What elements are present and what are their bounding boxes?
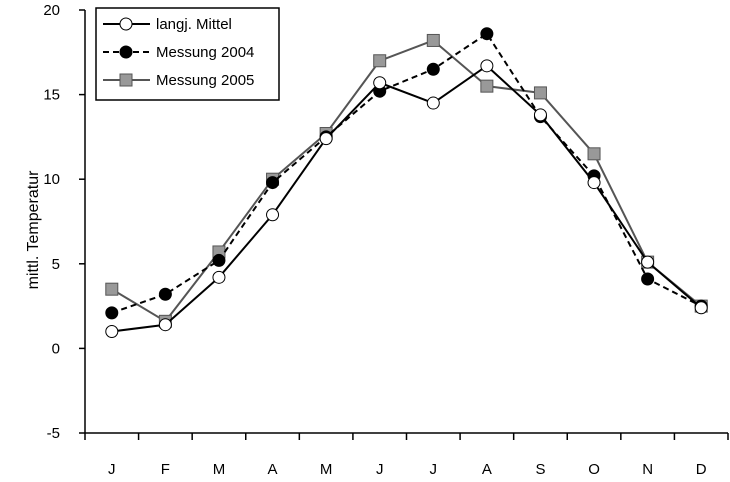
series-messung-2004 xyxy=(105,27,708,320)
data-point xyxy=(426,33,440,47)
x-tick-label: J xyxy=(108,461,116,478)
data-point xyxy=(373,76,387,90)
data-point xyxy=(212,253,226,267)
data-point xyxy=(641,272,655,286)
y-tick-label: 15 xyxy=(43,87,60,104)
data-point xyxy=(533,86,547,100)
plot-area: -5 0 5 10 15 20 J F M A M J J A S O N D xyxy=(43,2,729,478)
x-tick-label: F xyxy=(161,461,170,478)
y-axis-title: mittl. Temperatur xyxy=(25,170,42,290)
legend-label: Messung 2004 xyxy=(156,44,254,61)
x-tick-label: J xyxy=(430,461,438,478)
data-point xyxy=(319,132,333,146)
legend-swatch-marker xyxy=(119,73,133,87)
y-tick-label: -5 xyxy=(47,425,60,442)
data-point xyxy=(373,54,387,68)
y-tick-label: 10 xyxy=(43,171,60,188)
y-tick-label: 0 xyxy=(52,340,60,357)
data-point xyxy=(480,59,494,73)
legend: langj. Mittel Messung 2004 Messung 2005 xyxy=(95,7,280,101)
data-point xyxy=(105,324,119,338)
data-point xyxy=(266,176,280,190)
data-point xyxy=(426,96,440,110)
series-line xyxy=(111,64,702,333)
data-point xyxy=(212,270,226,284)
data-point xyxy=(266,208,280,222)
data-point xyxy=(105,306,119,320)
y-tick-label: 5 xyxy=(52,256,60,273)
data-point xyxy=(158,318,172,332)
data-point xyxy=(587,176,601,190)
x-tick-label: M xyxy=(320,461,333,478)
data-point xyxy=(426,62,440,76)
x-tick-label: N xyxy=(642,461,653,478)
x-tick-label: D xyxy=(696,461,707,478)
x-tick-label: J xyxy=(376,461,384,478)
data-point xyxy=(533,108,547,122)
data-point xyxy=(480,79,494,93)
data-point xyxy=(480,27,494,41)
series-line xyxy=(111,32,702,314)
x-tick-label: O xyxy=(588,461,600,478)
data-point xyxy=(694,301,708,315)
legend-swatch-marker xyxy=(119,17,133,31)
data-point xyxy=(641,255,655,269)
x-tick-label: A xyxy=(482,461,492,478)
data-point xyxy=(105,282,119,296)
x-tick-label: S xyxy=(535,461,545,478)
series-line xyxy=(111,39,702,323)
x-tick-label: M xyxy=(213,461,226,478)
legend-label: Messung 2005 xyxy=(156,72,254,89)
legend-swatch-marker xyxy=(119,45,133,59)
y-tick-label: 20 xyxy=(43,2,60,19)
legend-label: langj. Mittel xyxy=(156,16,232,33)
series-langj-mittel xyxy=(105,59,708,338)
data-point xyxy=(158,287,172,301)
data-point xyxy=(587,147,601,161)
x-tick-label: A xyxy=(268,461,278,478)
